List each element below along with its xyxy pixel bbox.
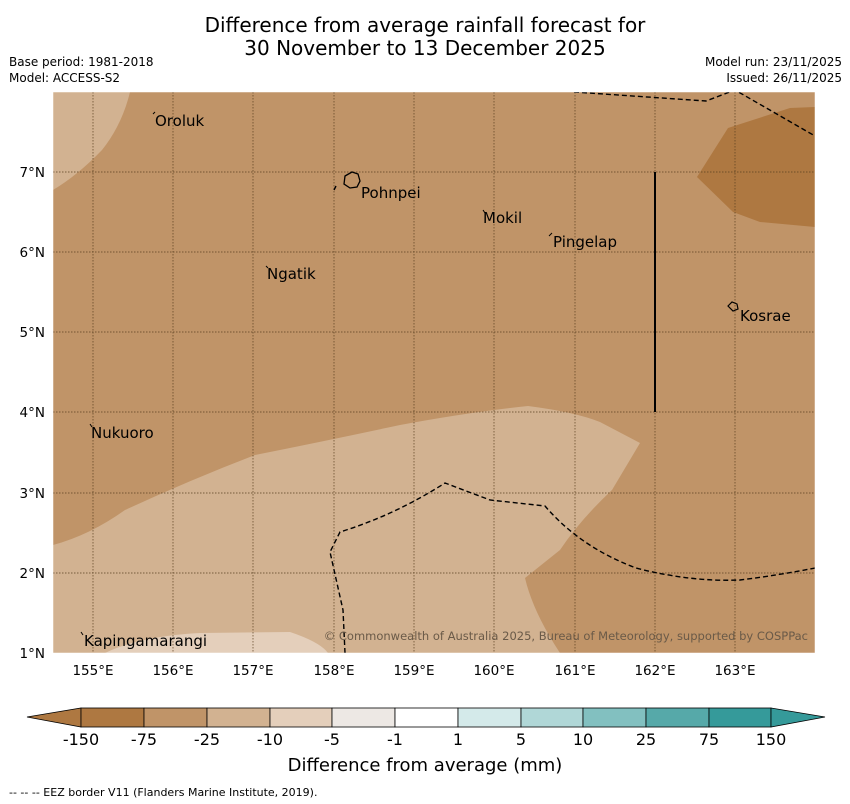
place-kosrae: Kosrae: [740, 307, 791, 325]
kosrae-island: [727, 301, 739, 312]
colorbar-bin-5: [331, 707, 396, 728]
place-nukuoro: Nukuoro: [91, 424, 154, 442]
title-line-2: 30 November to 13 December 2025: [244, 36, 606, 60]
colorbar-bin-7: [457, 707, 522, 728]
lat-tick-3: 3°N: [20, 486, 45, 502]
colorbar-tick: -1: [387, 730, 403, 749]
rain-band-east-dry: [697, 107, 815, 227]
colorbar-tick: -150: [63, 730, 99, 749]
lon-tick-163: 163°E: [714, 663, 755, 679]
colorbar-tick: 25: [636, 730, 656, 749]
colorbar-bin-10: [645, 707, 710, 728]
copyright-notice: © Commonwealth of Australia 2025, Bureau…: [324, 629, 808, 643]
colorbar-tick: -75: [131, 730, 157, 749]
place-kapingamarangi: Kapingamarangi: [84, 632, 207, 650]
rain-band-northwest: [53, 92, 130, 190]
lon-tick-162: 162°E: [634, 663, 675, 679]
lon-tick-158: 158°E: [313, 663, 354, 679]
colorbar-tick: 1: [453, 730, 463, 749]
lon-axis: 155°E 156°E 157°E 158°E 159°E 160°E 161°…: [72, 663, 755, 679]
meta-right: Model run: 23/11/2025 Issued: 26/11/2025: [705, 54, 842, 86]
place-mokil: Mokil: [483, 209, 522, 227]
place-ngatik: Ngatik: [267, 265, 316, 283]
colorbar-bin-8: [520, 707, 584, 728]
footnote: -- -- -- EEZ border V11 (Flanders Marine…: [9, 786, 318, 799]
colorbar-bin-4: [269, 707, 333, 728]
lat-axis: 7°N 6°N 5°N 4°N 3°N 2°N 1°N: [20, 165, 45, 662]
colorbar-bin-2: [143, 707, 208, 728]
colorbar-extend-high: [770, 707, 826, 728]
colorbar-ticks: -150 -75 -25 -10 -5 -1 1 5 10 25 75 150: [63, 730, 786, 749]
chart-title: Difference from average rainfall forecas…: [0, 14, 850, 60]
lon-tick-160: 160°E: [473, 663, 514, 679]
colorbar-tick: 75: [699, 730, 719, 749]
title-line-1: Difference from average rainfall forecas…: [204, 13, 646, 37]
colorbar-bin-1: [80, 707, 145, 728]
model-name: Model: ACCESS-S2: [9, 71, 121, 85]
lat-tick-4: 4°N: [20, 405, 45, 421]
colorbar-bin-6: [394, 707, 459, 728]
lon-tick-157: 157°E: [232, 663, 273, 679]
map-frame: [52, 91, 816, 654]
colorbar-bin-9: [582, 707, 647, 728]
place-pohnpei: Pohnpei: [361, 184, 421, 202]
colorbar: [26, 707, 826, 728]
eez-border: [329, 92, 815, 653]
lon-tick-155: 155°E: [72, 663, 113, 679]
lon-tick-159: 159°E: [393, 663, 434, 679]
meta-left: Base period: 1981-2018 Model: ACCESS-S2: [9, 54, 154, 86]
place-oroluk: Oroluk: [155, 112, 204, 130]
lat-tick-2: 2°N: [20, 566, 45, 582]
colorbar-extend-low: [26, 707, 82, 728]
atoll-marks: [80, 111, 553, 636]
rain-band-south-light: [105, 632, 328, 653]
colorbar-tick: 5: [516, 730, 526, 749]
colorbar-tick: -25: [194, 730, 220, 749]
colorbar-tick: 10: [573, 730, 593, 749]
colorbar-label: Difference from average (mm): [287, 755, 563, 776]
lat-tick-6: 6°N: [20, 245, 45, 261]
lat-tick-7: 7°N: [20, 165, 45, 181]
graticule: [53, 92, 815, 653]
issued-date: Issued: 26/11/2025: [726, 71, 842, 85]
lon-tick-156: 156°E: [152, 663, 193, 679]
lat-tick-1: 1°N: [20, 646, 45, 662]
colorbar-tick: -10: [257, 730, 283, 749]
lon-tick-161: 161°E: [554, 663, 595, 679]
model-run: Model run: 23/11/2025: [704, 55, 842, 69]
colorbar-bin-3: [206, 707, 271, 728]
pohnpei-island: [343, 171, 361, 189]
colorbar-tick: -5: [324, 730, 340, 749]
base-period: Base period: 1981-2018: [9, 55, 154, 69]
colorbar-tick: 150: [756, 730, 787, 749]
place-pingelap: Pingelap: [553, 233, 617, 251]
colorbar-bin-11: [708, 707, 772, 728]
lat-tick-5: 5°N: [20, 325, 45, 341]
map-panel: © Commonwealth of Australia 2025, Bureau…: [53, 92, 815, 653]
